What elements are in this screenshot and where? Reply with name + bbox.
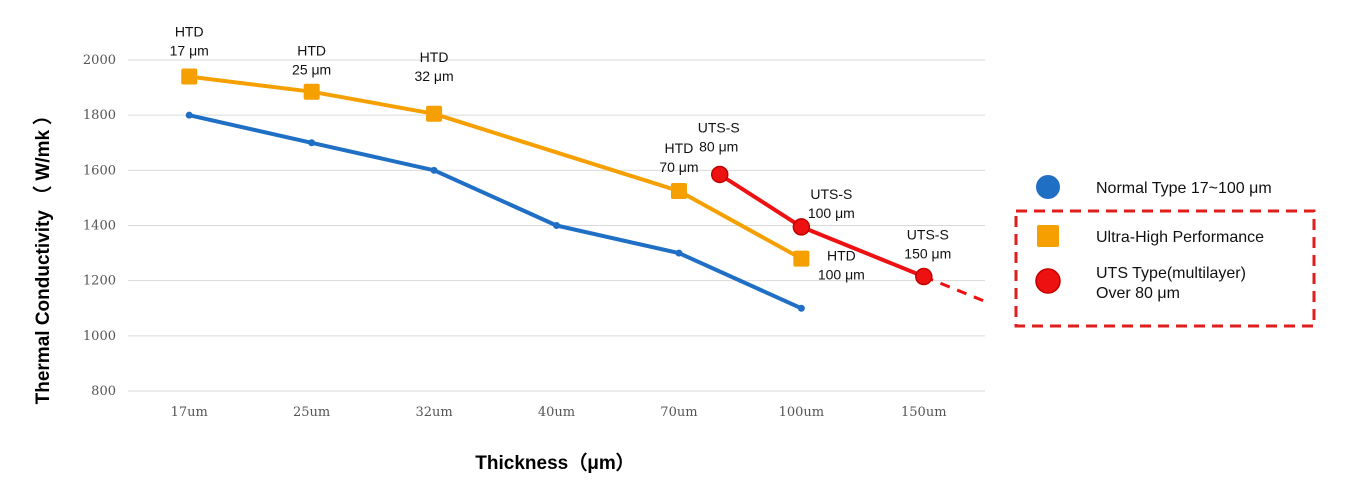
data-point [426, 105, 443, 122]
legend-highlight-box [1014, 209, 1316, 328]
data-label: 70 μm [659, 159, 698, 175]
data-label: HTD [297, 43, 326, 59]
x-tick-label: 40um [538, 405, 575, 420]
y-tick-label: 1600 [83, 163, 116, 178]
y-tick-label: 2000 [83, 53, 116, 68]
legend-marker [1037, 225, 1059, 247]
data-point [797, 304, 805, 312]
series-line [187, 74, 804, 261]
x-axis-title: Thickness（μm） [475, 451, 634, 474]
data-label: UTS-S [907, 227, 949, 243]
x-tick-label: 150um [901, 405, 947, 420]
data-point [430, 166, 438, 174]
x-tick-label: 25um [293, 405, 330, 420]
data-label: 32 μm [414, 68, 453, 84]
data-label: 17 μm [170, 43, 209, 59]
data-point [675, 249, 683, 257]
data-label: 100 μm [808, 205, 855, 221]
legend-label: Ultra-High Performance [1096, 229, 1264, 246]
x-tick-label: 17um [171, 405, 208, 420]
x-tick-label: 32um [415, 405, 452, 420]
data-label: 80 μm [699, 138, 738, 154]
data-point [181, 68, 198, 85]
data-label: UTS-S [810, 186, 852, 202]
data-label: 150 μm [904, 246, 951, 262]
y-tick-label: 1000 [83, 329, 116, 344]
data-point [915, 267, 933, 286]
data-label: 100 μm [818, 267, 865, 283]
x-tick-label: 100um [779, 405, 825, 420]
series-line [187, 113, 804, 311]
data-point [670, 183, 687, 200]
data-label: HTD [420, 49, 449, 65]
x-tick-label: 70um [660, 405, 697, 420]
legend-label: Over 80 μm [1096, 285, 1180, 302]
data-point [793, 250, 810, 267]
legend-marker [1036, 175, 1060, 199]
legend: Normal Type 17~100 μm Ultra-High Performa… [1014, 175, 1316, 328]
y-axis-title: Thermal Conductivity （ W/mk ） [31, 106, 54, 405]
data-point [553, 222, 560, 229]
y-tick-label: 1200 [83, 274, 116, 289]
legend-label: UTS Type(multilayer) [1096, 265, 1246, 282]
data-label: HTD [175, 24, 204, 40]
data-point [308, 139, 316, 147]
data-label: UTS-S [698, 119, 740, 135]
data-point [303, 83, 320, 100]
legend-marker [1035, 268, 1061, 294]
y-tick-label: 800 [91, 384, 116, 399]
data-label: 25 μm [292, 62, 331, 78]
y-tick-label: 1400 [83, 219, 116, 234]
data-point [792, 218, 811, 236]
data-label: HTD [827, 248, 856, 264]
data-label: HTD [665, 140, 694, 156]
series-extrapolation-line [923, 275, 990, 305]
y-tick-label: 1800 [83, 108, 116, 123]
data-point [710, 165, 729, 184]
legend-label: Normal Type 17~100 μm [1096, 180, 1272, 197]
data-point [185, 111, 193, 119]
